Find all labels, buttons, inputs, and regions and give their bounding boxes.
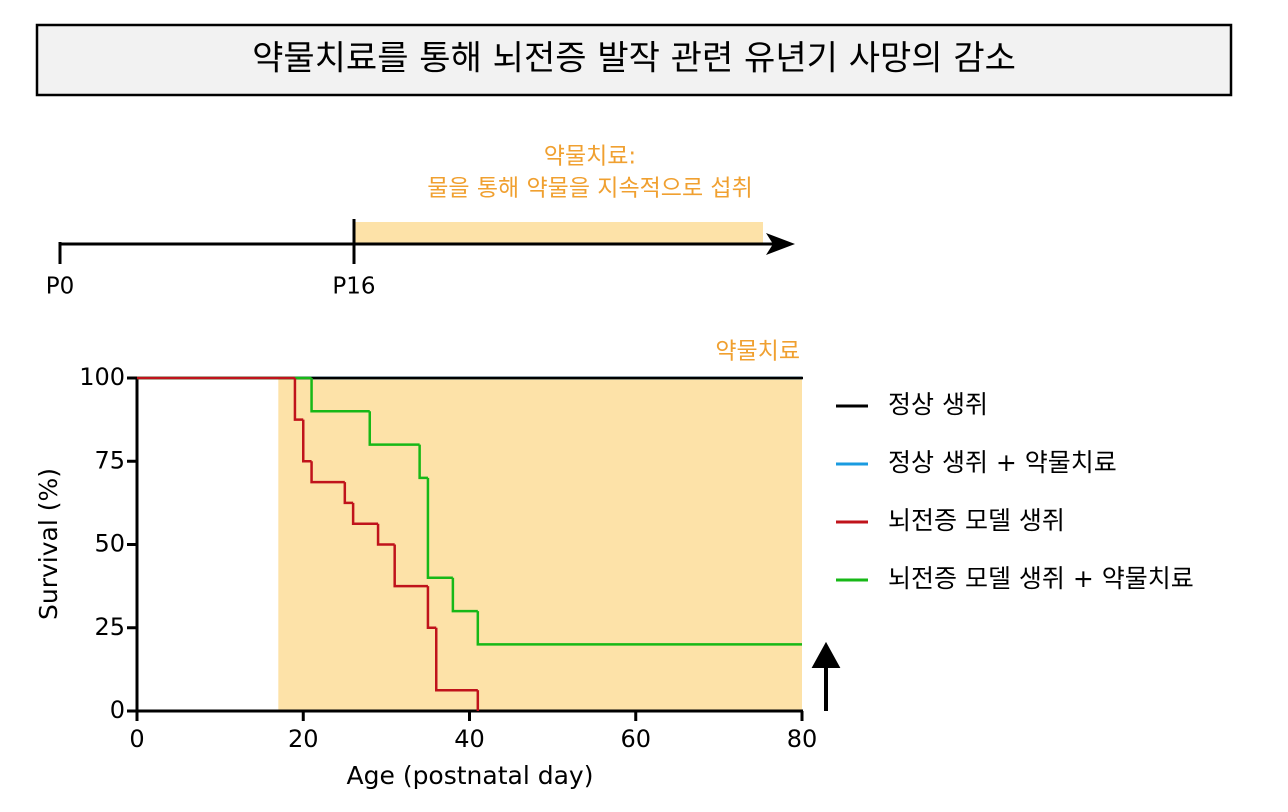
title-box xyxy=(35,23,1233,97)
survival-step xyxy=(426,477,453,580)
survival-step xyxy=(310,378,370,413)
shade-label: 약물치료 xyxy=(715,339,800,365)
survival-step xyxy=(310,461,345,484)
legend-label: 정상 생쥐 + 약물치료 xyxy=(888,448,1117,477)
timeline-label: 약물치료: xyxy=(544,144,636,170)
survival-step xyxy=(302,419,312,463)
timeline-arrow xyxy=(766,233,795,255)
x-tick-label: 20 xyxy=(288,725,319,753)
survival-step xyxy=(426,586,437,629)
x-tick-label: 40 xyxy=(454,725,485,753)
timeline-tick-label: P0 xyxy=(46,274,75,300)
y-tick-label: 50 xyxy=(94,530,125,558)
y-axis-title: Survival (%) xyxy=(34,468,63,620)
x-tick-label: 60 xyxy=(620,725,651,753)
y-tick-label: 0 xyxy=(110,696,125,724)
survival-step xyxy=(343,482,354,505)
survival-step xyxy=(418,444,428,480)
x-tick-label: 80 xyxy=(787,725,818,753)
timeline-label: 물을 통해 약물을 지속적으로 섭취 xyxy=(427,176,752,202)
y-tick-label: 25 xyxy=(94,613,125,641)
y-tick-label: 100 xyxy=(79,363,125,391)
survival-step xyxy=(293,378,304,421)
legend-label: 정상 생쥐 xyxy=(888,390,988,419)
survival-step xyxy=(435,627,478,692)
treatment-shade xyxy=(278,378,802,711)
survival-step xyxy=(476,611,802,646)
x-tick-label: 0 xyxy=(129,725,144,753)
survival-step xyxy=(368,411,420,446)
survival-step xyxy=(376,523,395,546)
plot: 약물치료 0 25 50 75 100 0 20 40 60 80 xyxy=(79,339,817,754)
arrow-up xyxy=(811,641,841,711)
x-axis-title: Age (postnatal day) xyxy=(347,761,594,790)
chart-title: 약물치료를 통해 뇌전증 발작 관련 유년기 사망의 감소 xyxy=(252,39,1016,79)
legend-label: 뇌전증 모델 생쥐 xyxy=(888,506,1065,535)
survival-step xyxy=(351,502,379,525)
timeline-tick-label: P16 xyxy=(332,274,375,300)
y-tick-label: 75 xyxy=(94,446,125,474)
survival-step xyxy=(451,577,478,613)
legend-label: 뇌전증 모델 생쥐 + 약물치료 xyxy=(888,564,1194,593)
timeline-shade xyxy=(354,222,763,244)
survival-step xyxy=(393,544,428,588)
